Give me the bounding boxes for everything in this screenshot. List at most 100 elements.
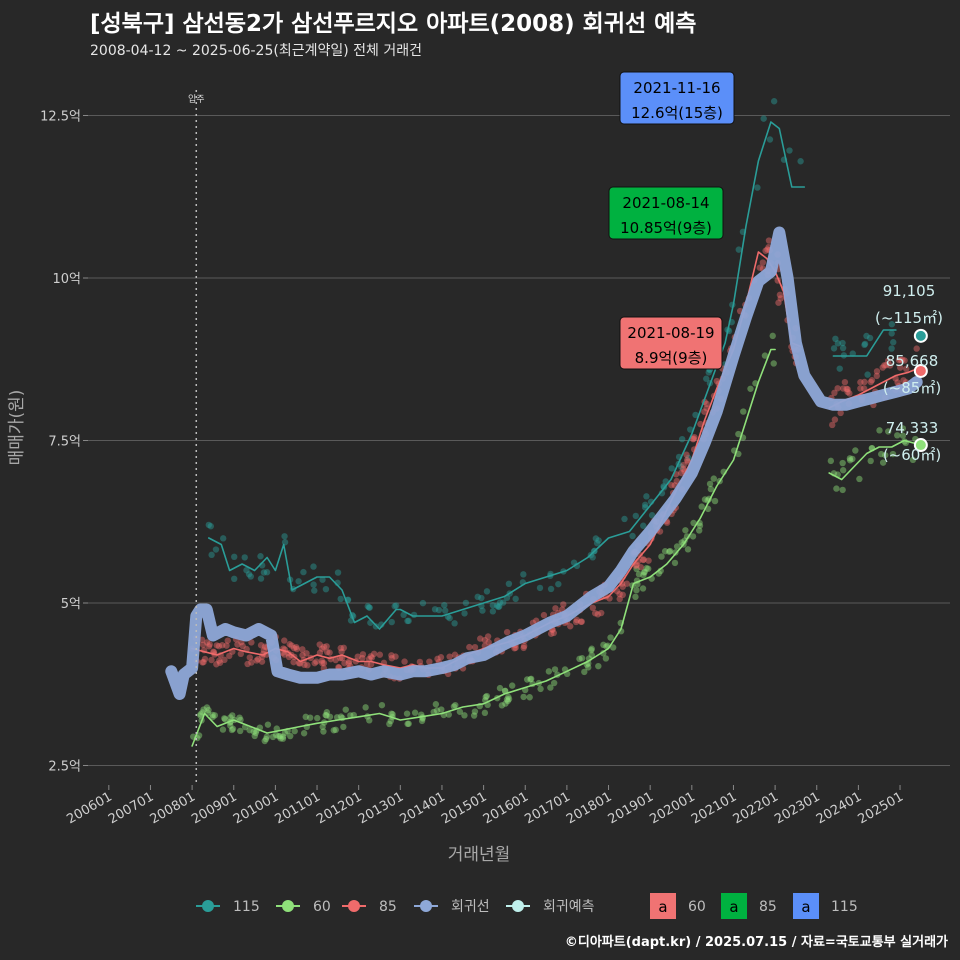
x-tick-label: 201001 [231,789,281,827]
scatter-point-60 [849,455,856,463]
scatter-point-85 [573,616,581,624]
scatter-point-115 [685,454,692,462]
legend-label: 회귀선 [451,899,490,915]
scatter-point-85 [213,661,220,668]
forecast-points: 91,105 (~115㎡) 85,668 (~85㎡) 74,333 (~60㎡) [875,282,943,464]
legend-box [793,893,819,919]
scatter-point-60 [899,425,907,432]
scatter-point-115 [499,599,507,606]
scatter-point-60 [432,701,440,708]
scatter-point-115 [300,568,307,576]
x-tick-label: 201501 [439,789,489,827]
scatter-point-115 [834,340,842,347]
scatter-point-115 [678,435,686,443]
scatter-point-85 [370,650,378,658]
scatter-point-85 [775,299,782,306]
scatter-point-115 [257,575,265,582]
x-tick-label: 201901 [606,789,656,827]
scatter-point-60 [323,709,331,716]
scatter-point-60 [438,706,445,713]
scatter-point-60 [502,687,509,695]
scatter-point-85 [901,357,908,364]
scatter-point-85 [434,655,441,663]
scatter-point-85 [226,652,233,660]
scatter-point-115 [770,98,778,105]
scatter-point-60 [761,352,769,359]
scatter-point-115 [405,617,412,625]
legend-label: 회귀예측 [543,899,595,915]
scatter-point-60 [735,430,742,438]
series-line-115 [208,121,897,630]
scatter-point-85 [303,650,310,657]
scatter-point-85 [680,461,687,469]
scatter-point-85 [248,659,255,666]
scatter-point-115 [786,147,793,154]
scatter-point-85 [257,642,265,649]
scatter-point-60 [551,666,559,673]
scatter-point-60 [236,727,244,735]
scatter-point-60 [856,475,863,483]
scatter-point-85 [560,601,567,608]
scatter-point-85 [762,247,769,254]
x-tick-label: 200801 [148,789,198,827]
scatter-point-115 [230,575,238,583]
x-tick-label: 200701 [106,789,156,827]
scatter-point-85 [345,660,352,667]
scatter-point-85 [477,635,484,642]
scatter-point-60 [291,727,298,735]
scatter-point-60 [277,735,284,742]
scatter-point-60 [523,676,531,683]
scatter-point-60 [640,571,647,579]
scatter-point-60 [387,717,394,725]
scatter-point-85 [759,259,767,266]
scatter-point-85 [199,659,206,666]
scatter-point-85 [867,378,875,386]
scatter-point-60 [643,565,650,572]
scatter-point-115 [479,607,486,614]
x-tick-label: 202001 [647,789,697,827]
scatter-point-85 [313,658,320,665]
scatter-point-60 [839,467,847,474]
scatter-point-115 [589,554,596,561]
scatter-point-60 [279,735,287,742]
y-tick-label: 5억 [61,597,81,612]
scatter-point-115 [419,599,427,607]
scatter-point-85 [689,436,697,443]
scatter-point-60 [197,711,204,718]
scatter-point-115 [392,602,400,609]
scatter-point-85 [873,368,881,375]
scatter-point-60 [901,438,908,445]
scatter-point-85 [540,611,548,619]
annotation-value: 12.6억(15층) [631,104,723,122]
scatter-point-60 [747,385,754,392]
scatter-point-60 [498,702,506,709]
scatter-point-60 [600,641,607,649]
scatter-point-60 [609,644,617,651]
scatter-point-60 [578,655,586,662]
scatter-point-60 [505,695,513,703]
x-tick-label: 202501 [856,789,906,827]
scatter-point-60 [323,712,330,719]
scatter-point-85 [471,643,479,651]
scatter-point-60 [588,645,595,652]
scatter-point-85 [616,590,623,598]
scatter-point-60 [227,722,234,729]
scatter-point-60 [264,721,272,728]
scatter-point-85 [703,400,710,408]
scatter-point-60 [889,450,897,458]
forecast-point-60 [913,438,928,453]
scatter-point-85 [572,618,580,626]
scatter-point-60 [876,427,883,434]
forecast-size-label: (~60㎡) [883,446,941,464]
scatter-point-60 [211,712,219,719]
scatter-point-115 [888,345,895,352]
scatter-point-115 [547,585,555,593]
scatter-point-115 [735,246,742,253]
scatter-point-85 [886,362,894,369]
scatter-point-60 [430,708,437,716]
scatter-point-115 [536,584,544,592]
scatter-point-115 [219,535,227,542]
x-tick-label: 202101 [689,789,739,827]
scatter-point-115 [496,599,504,606]
scatter-point-60 [386,720,393,728]
